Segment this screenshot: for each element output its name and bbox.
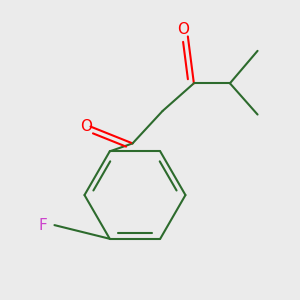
Text: O: O	[80, 119, 92, 134]
Text: F: F	[38, 218, 47, 232]
Text: O: O	[177, 22, 189, 37]
